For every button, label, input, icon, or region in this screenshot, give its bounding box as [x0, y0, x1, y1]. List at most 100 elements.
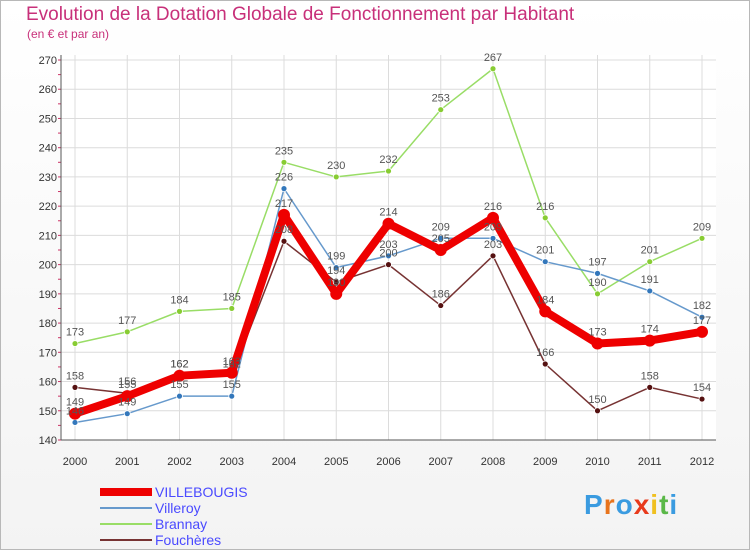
data-point-villebougis: [278, 208, 290, 221]
data-label-villebougis: 177: [693, 315, 711, 327]
data-label-fouchères: 150: [588, 394, 606, 406]
data-point-villebougis: [173, 369, 186, 382]
x-tick-label: 2010: [585, 456, 609, 468]
data-label-fouchères: 158: [66, 370, 84, 382]
data-label-villeroy: 182: [693, 300, 711, 312]
legend-swatch: [100, 539, 152, 541]
x-tick-label: 2012: [690, 456, 714, 468]
data-label-brannay: 230: [327, 160, 345, 172]
data-label-villebougis: 163: [223, 356, 241, 368]
data-label-villeroy: 226: [275, 172, 293, 184]
logo-letter: i: [650, 489, 660, 520]
data-point-brannay: [594, 290, 601, 298]
legend-label: Brannay: [155, 516, 208, 532]
chart-subtitle: (en € et par an): [27, 27, 110, 41]
data-point-brannay: [385, 167, 392, 175]
data-point-villeroy: [123, 410, 131, 418]
x-tick-label: 2004: [272, 456, 296, 468]
data-point-fouchères: [541, 360, 549, 368]
data-point-brannay: [332, 173, 340, 181]
data-label-villeroy: 197: [588, 256, 606, 268]
data-label-brannay: 253: [432, 93, 450, 105]
legend-label: Fouchères: [155, 532, 222, 548]
data-point-villebougis: [434, 244, 447, 256]
x-tick-label: 2005: [324, 456, 348, 468]
data-point-brannay: [228, 305, 236, 312]
x-tick-label: 2006: [376, 456, 400, 468]
x-tick-label: 2003: [220, 456, 244, 468]
data-point-villeroy: [541, 258, 549, 266]
y-tick-label: 270: [39, 55, 57, 67]
data-point-villeroy: [280, 185, 288, 193]
data-point-fouchères: [437, 302, 445, 309]
data-point-brannay: [541, 214, 549, 222]
x-tick-label: 2008: [481, 456, 505, 468]
data-point-villeroy: [489, 234, 497, 242]
data-point-villeroy: [698, 313, 706, 321]
y-tick-label: 230: [39, 172, 57, 184]
data-label-villeroy: 201: [536, 245, 554, 257]
data-point-fouchères: [489, 252, 497, 260]
y-tick-label: 260: [39, 84, 57, 96]
logo-letter: r: [603, 489, 616, 520]
data-label-brannay: 209: [693, 221, 711, 233]
y-tick-label: 180: [39, 318, 57, 330]
data-label-brannay: 232: [379, 154, 397, 166]
data-point-villebougis: [539, 305, 552, 318]
data-label-villebougis: 184: [536, 294, 554, 306]
data-point-brannay: [489, 65, 497, 73]
x-tick-label: 2000: [63, 456, 87, 468]
data-label-villeroy: 155: [223, 379, 241, 391]
data-label-fouchères: 154: [693, 382, 711, 394]
x-tick-label: 2009: [533, 456, 557, 468]
y-tick-label: 210: [39, 230, 57, 242]
data-point-fouchères: [385, 261, 392, 269]
y-tick-label: 160: [39, 377, 57, 389]
data-label-brannay: 173: [66, 327, 84, 339]
data-point-villeroy: [228, 392, 236, 400]
data-point-fouchères: [698, 395, 706, 403]
y-tick-label: 140: [39, 435, 57, 447]
data-point-brannay: [437, 106, 445, 114]
data-label-brannay: 190: [588, 277, 606, 289]
data-point-villeroy: [437, 234, 445, 242]
data-point-villeroy: [176, 392, 183, 400]
data-point-fouchères: [332, 278, 340, 286]
data-point-fouchères: [646, 383, 654, 391]
data-label-villeroy: 209: [484, 221, 502, 233]
data-point-villeroy: [646, 287, 654, 295]
legend-swatch: [100, 488, 152, 496]
data-label-villebougis: 155: [118, 379, 136, 391]
legend-swatch: [100, 523, 152, 525]
data-label-villeroy: 191: [641, 274, 659, 286]
legend-swatch: [100, 507, 152, 509]
data-point-brannay: [71, 340, 79, 347]
data-label-fouchères: 156: [118, 376, 136, 388]
data-label-brannay: 177: [118, 315, 136, 327]
logo-letter: t: [659, 489, 670, 520]
chart-title: Evolution de la Dotation Globale de Fonc…: [26, 4, 575, 25]
data-point-brannay: [280, 158, 288, 166]
data-label-villebougis: 214: [379, 207, 397, 219]
legend-label: Villeroy: [155, 500, 201, 516]
y-tick-label: 190: [39, 289, 57, 301]
data-label-villeroy: 146: [66, 405, 84, 417]
data-point-fouchères: [71, 383, 79, 391]
logo-letter: i: [669, 489, 679, 520]
data-label-fouchères: 186: [432, 289, 450, 301]
data-point-villebougis: [330, 287, 343, 300]
data-label-villebougis: 173: [588, 327, 606, 339]
data-label-fouchères: 203: [484, 239, 502, 251]
data-label-villebougis: 217: [275, 198, 293, 210]
data-label-fouchères: 194: [327, 265, 345, 277]
data-label-villeroy: 203: [379, 239, 397, 251]
data-label-brannay: 216: [536, 201, 554, 213]
data-point-villebougis: [591, 337, 604, 350]
data-label-villebougis: 149: [66, 397, 84, 409]
data-point-villebougis: [696, 325, 708, 338]
data-label-villebougis: 162: [170, 359, 188, 371]
data-point-fouchères: [594, 407, 601, 415]
data-point-villeroy: [71, 419, 79, 426]
x-tick-label: 2002: [167, 456, 191, 468]
